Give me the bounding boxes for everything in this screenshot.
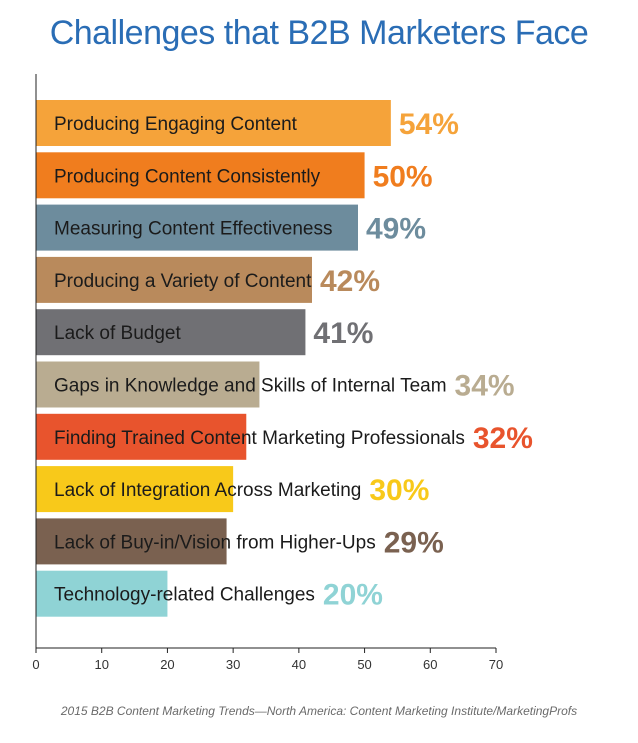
bar-value-label: 34% [455,370,515,403]
bar [36,204,358,251]
chart-source-note: 2015 B2B Content Marketing Trends—North … [60,704,578,718]
bar-value-label: 42% [320,265,380,298]
bar [36,413,247,460]
x-tick-label: 70 [489,657,503,672]
bar-value-label: 49% [366,213,426,246]
x-tick-label: 60 [423,657,437,672]
x-tick-label: 10 [94,657,108,672]
bar-category-label: Measuring Content Effectiveness [54,219,332,240]
x-tick-label: 40 [292,657,306,672]
x-axis: 0 10 20 30 40 50 60 70 [32,74,503,672]
bar-category-label: Producing Engaging Content [54,114,298,135]
bar-value-label: 20% [323,579,383,612]
bar-chart: Producing Engaging Content 54% Producing C… [32,74,533,672]
bar-category-label: Lack of Buy-in/Vision from Higher-Ups [54,532,376,553]
x-tick-label: 50 [357,657,371,672]
bar-category-label: Finding Trained Content Marketing Profes… [54,428,465,449]
bar [36,309,306,356]
bar-value-label: 50% [373,160,433,193]
bar [36,152,365,199]
bar [36,518,227,565]
chart-title: Challenges that B2B Marketers Face [49,14,589,52]
bar [36,361,260,408]
bar-category-label: Producing Content Consistently [54,166,321,187]
x-tick-label: 0 [32,657,39,672]
bar-value-label: 30% [369,474,429,507]
bars-layer: Producing Engaging Content 54% Producing C… [36,100,533,617]
bar-category-label: Technology-related Challenges [54,585,315,606]
bar-category-label: Producing a Variety of Content [54,271,312,292]
bar-value-label: 41% [313,317,373,350]
bar-value-label: 29% [384,526,444,559]
bar-value-label: 32% [473,422,533,455]
bar-category-label: Gaps in Knowledge and Skills of Internal… [54,376,447,397]
bar-category-label: Lack of Budget [54,323,181,344]
bar [36,570,168,617]
bar [36,466,234,513]
bar-value-label: 54% [399,108,459,141]
x-tick-label: 20 [160,657,174,672]
x-tick-label: 30 [226,657,240,672]
bar-category-label: Lack of Integration Across Marketing [54,480,361,501]
bar [36,100,391,146]
bar [36,256,312,303]
